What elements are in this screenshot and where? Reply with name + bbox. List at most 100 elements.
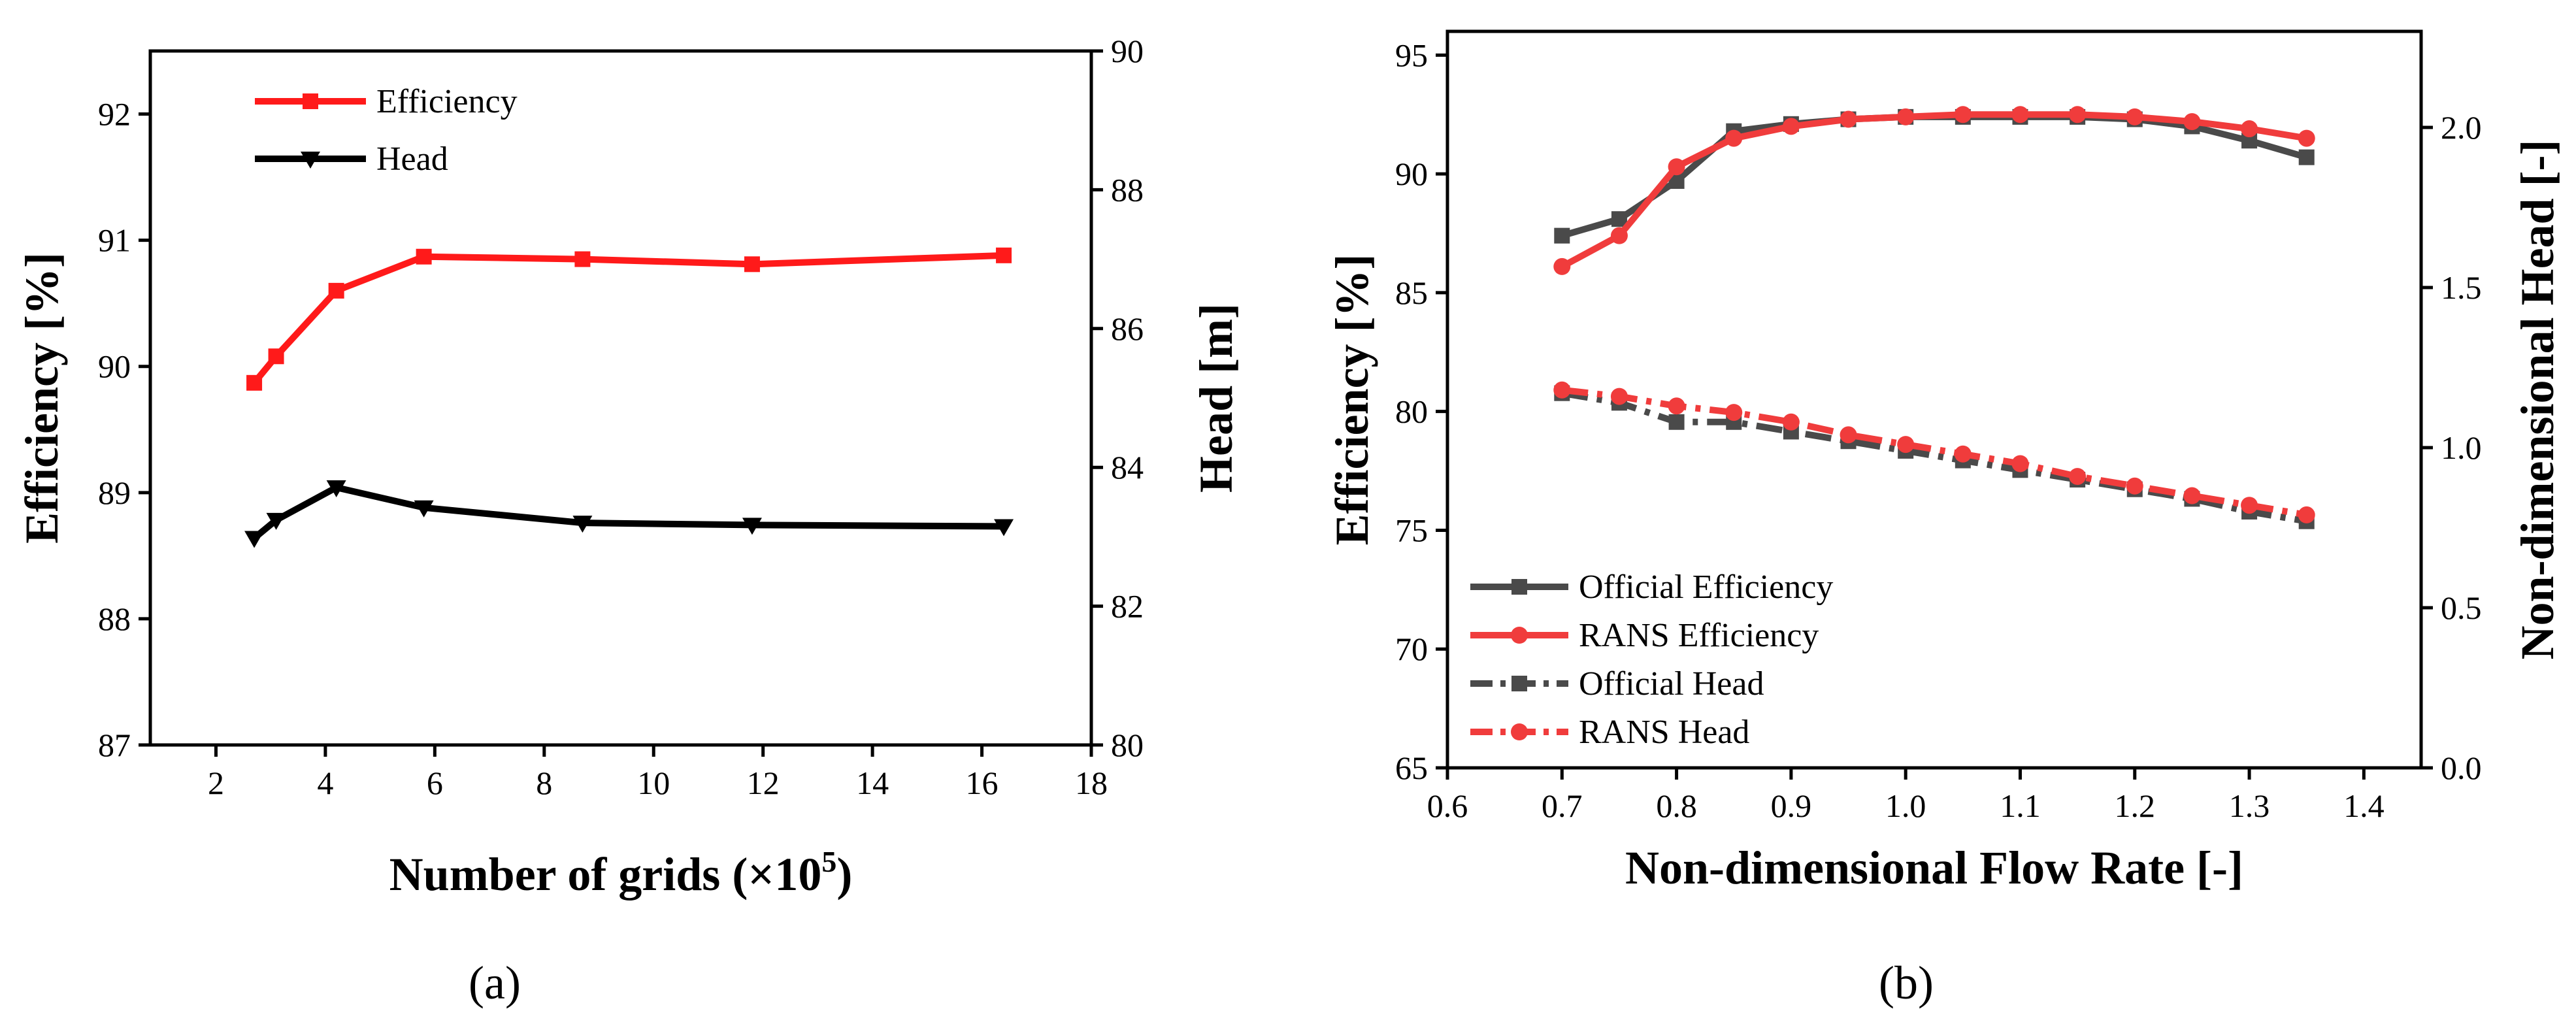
- panel-a-y-tick-label: 89: [98, 474, 131, 511]
- panel-a-x-tick-label: 12: [747, 765, 780, 801]
- panel-a-head-point: [994, 519, 1014, 537]
- panel-b-official-efficiency-point: [1554, 227, 1570, 244]
- panel-b-y2-axis-title: Non-dimensional Head [-]: [2511, 139, 2564, 659]
- panel-a-x-tick-label: 4: [317, 765, 333, 801]
- panel-b-y2-tick-label: 0.0: [2441, 750, 2482, 786]
- panel-b-y-tick-label: 65: [1395, 750, 1428, 786]
- panel-a-head-point: [572, 516, 593, 533]
- panel-b-rans-head-point: [1553, 381, 1571, 399]
- panel-b-legend-official-head-marker: [1511, 676, 1527, 691]
- panel-b-chart: 0.6 0.7 0.8 0.9 1.0 1.1 1.2 1.3 1.4 65 70 75 80 85 90 9…: [1326, 29, 2564, 894]
- panel-b-official-head-point: [1668, 414, 1685, 430]
- panel-b-x-tick-label: 1.0: [1885, 787, 1926, 824]
- panel-a-legend-head-label: Head: [376, 140, 448, 178]
- panel-a-y-axis-title: Efficiency [%]: [16, 252, 68, 544]
- panel-a-efficiency-point: [268, 348, 284, 365]
- panel-a-head-point: [414, 500, 434, 518]
- panel-b-rans-head-point: [2241, 497, 2258, 514]
- panel-b-rans-head-point: [2298, 506, 2315, 523]
- panel-b-official-efficiency-point: [2298, 149, 2315, 165]
- panel-a-x-tick-label: 6: [427, 765, 443, 801]
- panel-b-rans-head-point: [1610, 388, 1628, 405]
- panel-b-y-tick-label: 70: [1395, 631, 1428, 667]
- panel-a-head-line: [252, 484, 1004, 541]
- panel-b-legend-official-head-label: Official Head: [1579, 665, 1764, 702]
- panel-b-x-tick-label: 1.2: [2115, 787, 2156, 824]
- panel-a-x-axis-title: Number of grids (×105): [389, 845, 853, 900]
- panel-b-x-tick-label: 0.6: [1427, 787, 1468, 824]
- panel-b-rans-efficiency-point: [1840, 110, 1857, 128]
- panel-b-x-tick-label: 0.7: [1542, 787, 1583, 824]
- panel-a-x-tick-label: 8: [536, 765, 552, 801]
- panel-b-y2-tick-label: 1.5: [2441, 269, 2482, 306]
- panel-b-rans-head-point: [1782, 413, 1800, 431]
- panel-a-y2-tick-label: 82: [1111, 588, 1144, 625]
- panel-b-legend-rans-efficiency-marker: [1511, 627, 1528, 644]
- panel-b-rans-efficiency-point: [1610, 227, 1628, 244]
- panel-b-y2-tick-label: 0.5: [2441, 589, 2482, 626]
- panel-a-efficiency-line: [252, 252, 1004, 386]
- panel-a-efficiency-point: [246, 374, 263, 391]
- panel-a-efficiency-point: [328, 282, 344, 299]
- panel-a-y-tick-label: 91: [98, 222, 131, 259]
- panel-b-rans-head-point: [1840, 426, 1857, 444]
- panel-b-rans-efficiency-point: [1954, 106, 1972, 124]
- panel-a-x-tick-label: 14: [856, 765, 889, 801]
- panel-a-legend-head-marker: [301, 152, 320, 169]
- panel-a-efficiency-point: [744, 256, 760, 273]
- panel-b-rans-efficiency-point: [2011, 106, 2029, 124]
- panel-a-x-tick-label: 18: [1075, 765, 1108, 801]
- panel-b-y-tick-label: 85: [1395, 274, 1428, 311]
- panel-b-rans-efficiency-point: [1668, 158, 1685, 176]
- panel-b-rans-efficiency-point: [1725, 129, 1743, 147]
- panel-a-y2-axis-title: Head [m]: [1190, 303, 1242, 493]
- panel-b-legend-rans-efficiency-label: RANS Efficiency: [1579, 617, 1819, 654]
- panel-b-rans-head-line: [1561, 386, 2307, 518]
- panel-b-rans-head-point: [2126, 477, 2143, 495]
- panel-b-rans-efficiency-point: [2183, 113, 2201, 131]
- panel-b-rans-head-point: [2069, 468, 2087, 486]
- panel-a-legend-efficiency-marker: [303, 93, 318, 109]
- panel-b-legend-official-efficiency-label: Official Efficiency: [1579, 569, 1833, 606]
- panel-b-x-tick-label: 0.8: [1656, 787, 1697, 824]
- panel-b-y-tick-label: 80: [1395, 393, 1428, 430]
- panel-b-x-tick-label: 1.4: [2343, 787, 2385, 824]
- panel-b-rans-head-point: [2011, 455, 2029, 472]
- panel-b-rans-efficiency-point: [1553, 257, 1571, 275]
- panel-b-rans-head-point: [1725, 404, 1743, 421]
- panel-a-head-point: [326, 480, 346, 497]
- panel-b-x-tick-label: 1.3: [2229, 787, 2270, 824]
- panel-a-x-tick-label: 16: [966, 765, 999, 801]
- panel-b-rans-efficiency-point: [2241, 120, 2258, 138]
- panel-b-rans-efficiency-point: [2069, 106, 2087, 124]
- panel-b-plot-frame: [1445, 29, 2423, 770]
- panel-a-chart: 2 4 6 8 10 12 14 16 18 87 88 89 90 91 92 80 82 84 86 88 90 Nu…: [16, 33, 1242, 900]
- panel-b-y-tick-label: 90: [1395, 156, 1428, 192]
- panel-b-x-tick-label: 0.9: [1771, 787, 1812, 824]
- panel-a-efficiency-point: [416, 248, 432, 265]
- panel-a-y2-tick-label: 80: [1111, 727, 1144, 763]
- panel-b-y-tick-label: 75: [1395, 512, 1428, 548]
- panel-a-head-point: [244, 531, 265, 548]
- panel-b-y2-tick-label: 2.0: [2441, 109, 2482, 146]
- panel-a-y2-tick-label: 90: [1111, 33, 1144, 69]
- panel-a-head-point: [742, 518, 762, 535]
- panel-b-rans-efficiency-line: [1560, 111, 2307, 270]
- panel-b-rans-efficiency-point: [1782, 118, 1800, 135]
- panel-a-y-tick-label: 88: [98, 601, 131, 637]
- panel-a-y2-tick-label: 88: [1111, 171, 1144, 208]
- panel-b-rans-efficiency-point: [2126, 108, 2143, 125]
- panel-b-y-axis-title: Efficiency [%]: [1326, 254, 1378, 546]
- panel-a-y-tick-label: 90: [98, 348, 131, 385]
- panel-b-rans-efficiency-point: [1897, 108, 1915, 125]
- panel-a-plot-frame: [148, 49, 1093, 747]
- panel-b-y2-tick-label: 1.0: [2441, 429, 2482, 466]
- panel-a-head-point: [266, 512, 286, 530]
- panel-b-legend-official-efficiency-marker: [1511, 579, 1527, 595]
- panel-a-y2-tick-label: 84: [1111, 449, 1144, 486]
- panel-b-legend-rans-head-label: RANS Head: [1579, 714, 1749, 751]
- panel-b-rans-efficiency-point: [2298, 129, 2315, 147]
- panel-b-official-efficiency-point: [1611, 211, 1627, 227]
- panel-a-x-tick-label: 10: [637, 765, 670, 801]
